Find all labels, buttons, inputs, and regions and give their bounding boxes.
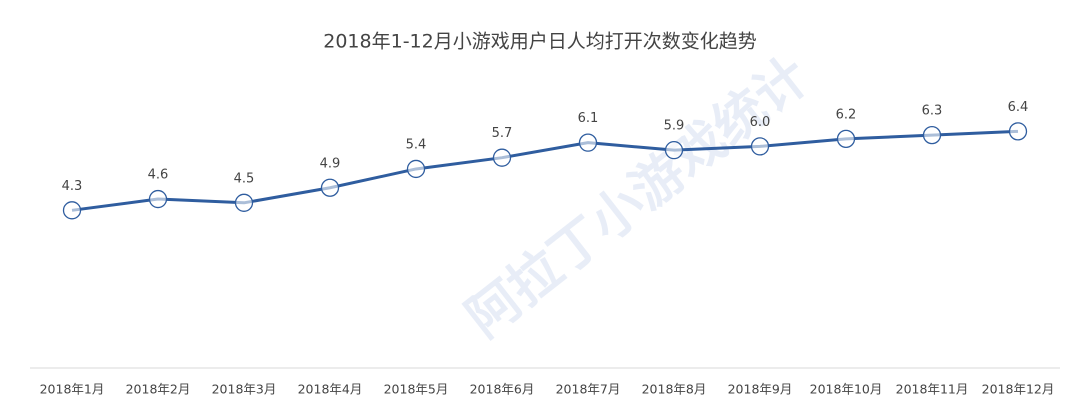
data-label: 6.1 — [578, 111, 599, 126]
marker — [148, 189, 168, 209]
x-tick-label: 2018年1月 — [40, 382, 105, 397]
x-tick-label: 2018年7月 — [556, 382, 621, 397]
data-label: 5.9 — [664, 119, 685, 134]
marker — [750, 137, 770, 156]
marker — [578, 133, 598, 152]
x-tick-label: 2018年9月 — [728, 382, 793, 397]
x-tick-label: 2018年8月 — [642, 382, 707, 397]
line — [71, 129, 1019, 212]
data-label: 6.3 — [922, 104, 943, 119]
x-tick-label: 2018年2月 — [126, 382, 191, 397]
data-label: 6.2 — [836, 107, 857, 122]
x-tick-label: 2018年12月 — [982, 382, 1055, 397]
marker — [62, 201, 82, 220]
x-tick-label: 2018年4月 — [298, 382, 363, 397]
marker — [492, 148, 512, 167]
x-tick-label: 2018年5月 — [384, 382, 449, 397]
marker — [664, 141, 684, 160]
data-label: 4.3 — [62, 179, 83, 194]
data-label: 4.6 — [148, 168, 169, 183]
x-tick-label: 2018年3月 — [212, 382, 277, 397]
data-label: 4.5 — [234, 171, 255, 186]
chart-title: 2018年1-12月小游戏用户日人均打开次数变化趋势 — [323, 31, 756, 53]
data-label: 6.4 — [1008, 100, 1029, 115]
data-label: 5.7 — [492, 126, 513, 141]
marker — [320, 178, 340, 197]
data-label: 5.4 — [406, 137, 427, 152]
data-label: 4.9 — [320, 156, 341, 171]
marker — [1008, 122, 1028, 141]
marker — [922, 125, 942, 145]
x-tick-label: 2018年10月 — [810, 382, 883, 397]
x-tick-label: 2018年11月 — [896, 382, 969, 397]
data-label: 6.0 — [750, 115, 771, 130]
marker — [836, 129, 856, 149]
x-tick-label: 2018年6月 — [470, 382, 535, 397]
marker — [234, 193, 254, 212]
marker — [406, 159, 426, 179]
